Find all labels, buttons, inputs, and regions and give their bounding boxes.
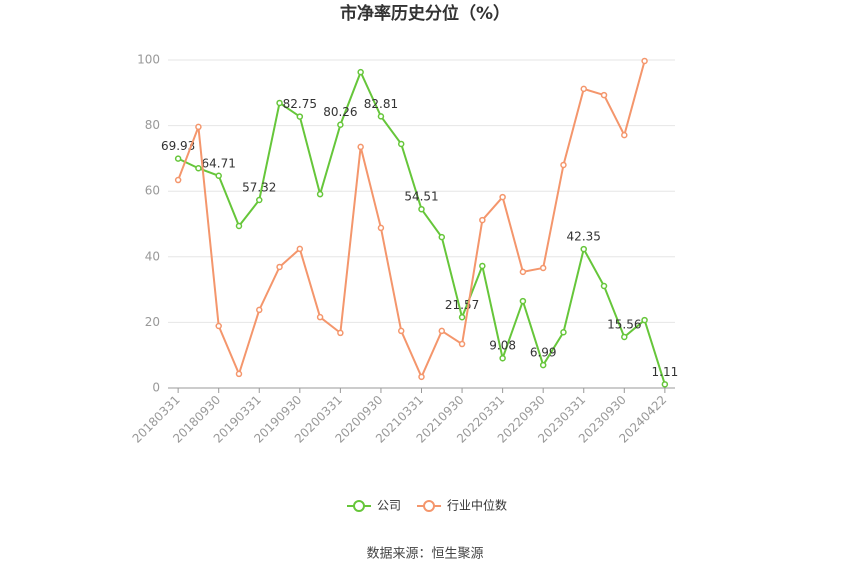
data-label: 82.81 — [364, 97, 398, 111]
legend-label: 行业中位数 — [447, 498, 507, 513]
data-point — [215, 322, 222, 330]
data-point — [418, 373, 425, 381]
data-point — [661, 381, 669, 388]
data-point — [458, 314, 466, 321]
legend-label: 公司 — [377, 499, 401, 513]
data-point — [458, 340, 466, 348]
data-point — [479, 262, 486, 270]
y-tick-label: 80 — [145, 118, 160, 132]
data-point — [499, 354, 506, 362]
data-point — [580, 245, 587, 253]
y-tick-label: 20 — [145, 315, 160, 329]
data-point — [195, 123, 202, 131]
data-point — [174, 176, 182, 184]
data-point — [215, 172, 222, 180]
data-point — [600, 282, 608, 290]
data-point — [397, 140, 405, 148]
data-point — [621, 131, 628, 139]
data-label: 54.51 — [404, 190, 438, 204]
data-point — [600, 91, 608, 99]
data-point — [276, 99, 283, 107]
data-point — [377, 113, 385, 120]
y-tick-label: 60 — [145, 184, 160, 198]
series-line — [177, 60, 646, 380]
data-label: 57.32 — [242, 180, 276, 194]
data-point — [479, 216, 486, 224]
data-point — [235, 222, 243, 230]
data-label: 21.57 — [445, 298, 479, 312]
data-point — [438, 327, 446, 335]
data-point — [276, 263, 283, 271]
legend-marker — [353, 500, 365, 512]
data-point — [357, 68, 364, 76]
data-point — [539, 264, 547, 272]
data-point — [316, 313, 324, 321]
data-label: 80.26 — [323, 105, 357, 119]
data-label: 15.56 — [607, 317, 641, 331]
data-point — [235, 370, 243, 378]
data-point — [499, 193, 506, 201]
data-point — [418, 205, 425, 213]
data-point — [256, 196, 263, 204]
data-point — [641, 57, 648, 65]
data-point — [560, 328, 567, 336]
data-point — [174, 155, 182, 162]
data-point — [519, 268, 527, 276]
data-point — [337, 329, 344, 337]
data-point — [296, 245, 304, 253]
data-label: 69.93 — [161, 139, 195, 153]
data-point — [641, 316, 648, 324]
data-point — [195, 164, 202, 172]
data-point — [296, 113, 304, 120]
data-point — [580, 85, 587, 93]
data-point — [377, 224, 385, 232]
data-point — [357, 143, 364, 151]
y-tick-label: 100 — [137, 53, 160, 67]
data-label: 6.99 — [530, 346, 557, 360]
y-tick-label: 0 — [152, 381, 160, 395]
chart-title: 市净率历史分位（%） — [340, 3, 510, 24]
data-label: 64.71 — [202, 156, 236, 170]
data-label: 1.11 — [652, 365, 679, 379]
data-point — [438, 233, 446, 241]
data-point — [256, 306, 263, 314]
data-point — [621, 333, 628, 341]
data-point — [560, 161, 567, 169]
y-tick-label: 40 — [145, 249, 160, 263]
data-point — [316, 190, 324, 198]
data-label: 9.08 — [489, 339, 516, 353]
source: 数据来源：恒生聚源 — [366, 547, 483, 562]
data-label: 82.75 — [283, 97, 317, 111]
data-label: 42.35 — [567, 230, 601, 244]
data-point — [519, 297, 527, 305]
legend-marker — [423, 500, 436, 512]
data-point — [539, 361, 547, 369]
data-point — [337, 121, 344, 128]
data-point — [397, 327, 405, 335]
